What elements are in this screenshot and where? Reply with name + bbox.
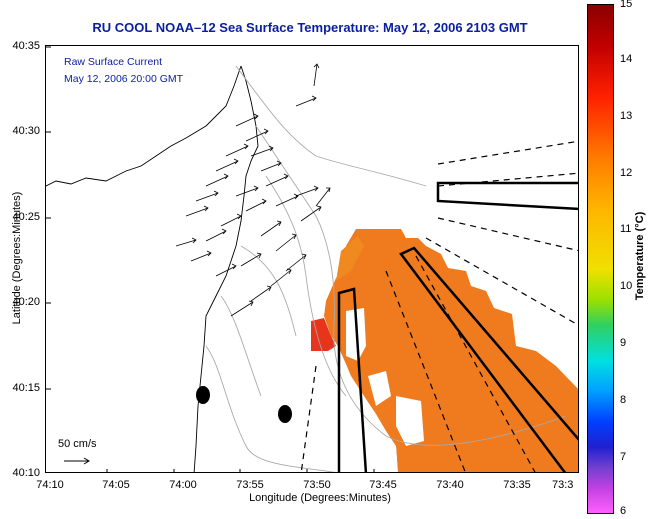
scale-label: 50 cm/s xyxy=(58,438,97,450)
info-current-time: May 12, 2006 20:00 GMT xyxy=(64,73,184,85)
map-svg xyxy=(46,46,578,472)
colorbar-tick: 9 xyxy=(620,337,627,349)
x-tick-label: 73:55 xyxy=(236,479,264,491)
colorbar-tick: 10 xyxy=(620,280,633,292)
y-tick-label: 40:20 xyxy=(12,296,40,308)
x-tick-label: 74:10 xyxy=(36,479,64,491)
current-vectors xyxy=(175,63,331,317)
map-canvas: Raw Surface Current May 12, 2006 20:00 G… xyxy=(45,45,579,473)
info-current-label: Raw Surface Current xyxy=(64,56,163,68)
station-marker xyxy=(278,405,292,423)
x-tick-label: 73:3 xyxy=(552,479,574,491)
station-marker xyxy=(196,386,210,404)
coastline xyxy=(46,65,259,472)
colorbar-tick: 8 xyxy=(620,394,627,406)
range-lines xyxy=(300,140,578,472)
colorbar-tick: 12 xyxy=(620,167,633,179)
colorbar-tick: 11 xyxy=(620,223,632,235)
colorbar-tick: 6 xyxy=(620,505,627,517)
x-tick-label: 73:35 xyxy=(503,479,531,491)
x-tick-label: 73:40 xyxy=(436,479,464,491)
map-title: RU COOL NOAA–12 Sea Surface Temperature:… xyxy=(92,20,528,35)
x-axis-title: Longitude (Degrees:Minutes) xyxy=(249,492,391,504)
x-tick-label: 73:50 xyxy=(303,479,331,491)
x-tick-label: 73:45 xyxy=(369,479,397,491)
y-axis-title: Latitude (Degrees:Minutes) xyxy=(11,191,23,325)
colorbar-tick: 15 xyxy=(620,0,633,10)
sst-patch xyxy=(311,229,578,472)
colorbar-tick: 14 xyxy=(620,53,633,65)
colorbar-tick: 7 xyxy=(620,451,627,463)
y-tick-label: 40:10 xyxy=(12,467,40,479)
y-tick-label: 40:25 xyxy=(12,211,40,223)
colorbar xyxy=(587,4,614,514)
colorbar-title: Temperature (°C) xyxy=(634,211,646,301)
colorbar-tick: 13 xyxy=(620,110,633,122)
survey-box xyxy=(337,181,578,472)
scale-arrow xyxy=(64,457,90,465)
y-tick-label: 40:35 xyxy=(12,40,40,52)
y-tick-label: 40:30 xyxy=(12,125,40,137)
x-tick-label: 74:00 xyxy=(169,479,197,491)
y-tick-label: 40:15 xyxy=(12,382,40,394)
x-tick-label: 74:05 xyxy=(102,479,130,491)
